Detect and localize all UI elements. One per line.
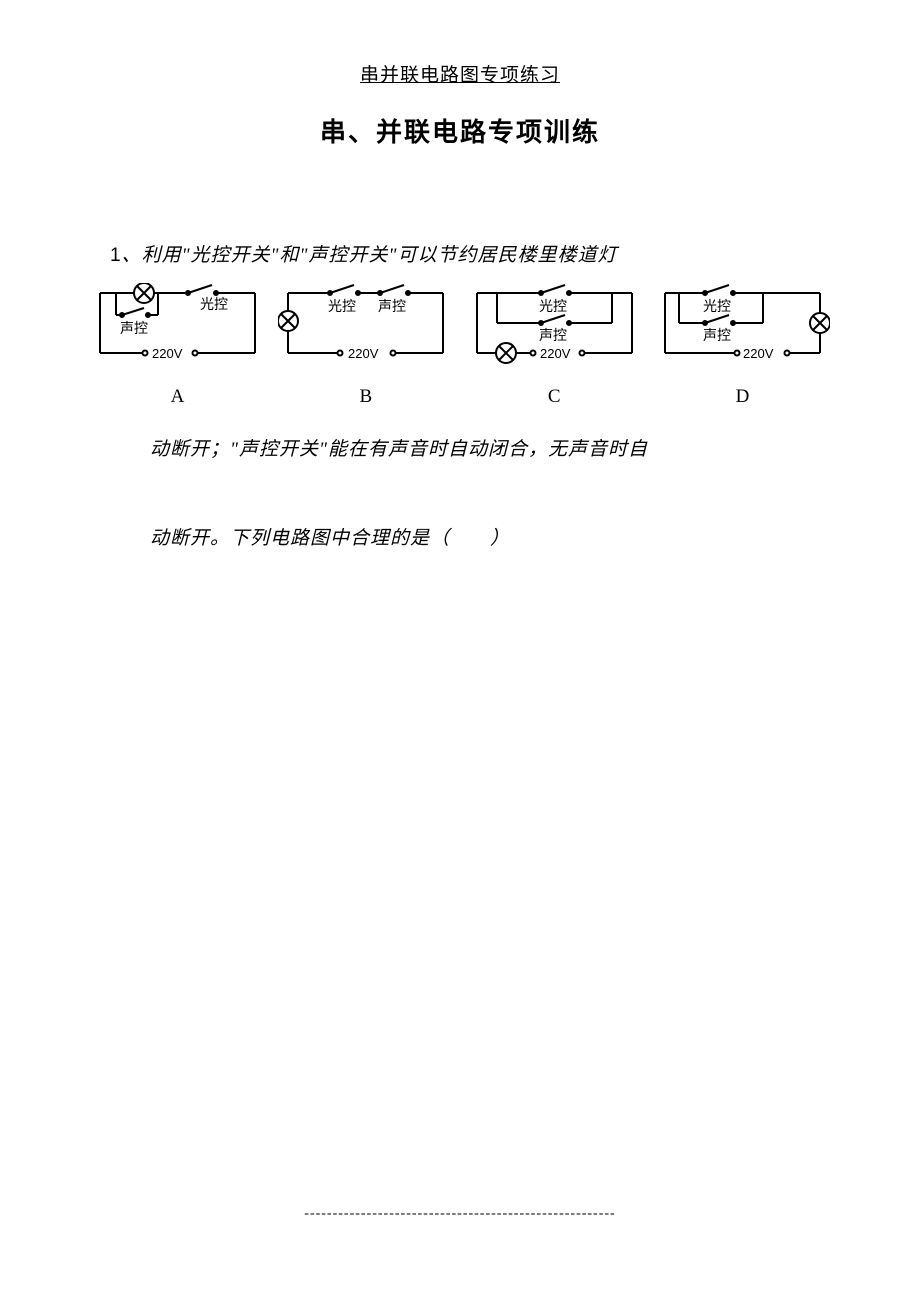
label-volt-b: 220V bbox=[348, 346, 379, 361]
diagram-d: 光控 声控 220V D bbox=[655, 283, 830, 408]
circuit-c-svg: 光控 声控 220V bbox=[467, 283, 642, 373]
circuit-diagrams-row: 光控 声控 220V A bbox=[90, 283, 830, 408]
diagram-a: 光控 声控 220V A bbox=[90, 283, 265, 408]
circuit-d-svg: 光控 声控 220V bbox=[655, 283, 830, 373]
circuit-a-svg: 光控 声控 220V bbox=[90, 283, 265, 373]
page-title: 串、并联电路专项训练 bbox=[110, 112, 810, 149]
running-title: 串并联电路图专项练习 bbox=[110, 60, 810, 87]
diagram-c-label: C bbox=[467, 386, 642, 408]
label-sound-a: 声控 bbox=[120, 321, 148, 337]
diagram-b: 光控 声控 220V B bbox=[278, 283, 453, 408]
label-light-b: 光控 bbox=[328, 299, 356, 315]
label-volt-c: 220V bbox=[540, 346, 571, 361]
diagram-d-label: D bbox=[655, 386, 830, 408]
question-number: 1 bbox=[110, 245, 122, 266]
footer-separator: ----------------------------------------… bbox=[0, 1206, 920, 1222]
label-volt-a: 220V bbox=[152, 346, 183, 361]
label-sound-b: 声控 bbox=[378, 299, 406, 315]
question-1-line-c: 动断开。下列电路图中合理的是（ ） bbox=[150, 522, 810, 556]
circuit-b-svg: 光控 声控 220V bbox=[278, 283, 453, 373]
label-light-c: 光控 bbox=[539, 299, 567, 315]
label-light-a: 光控 bbox=[200, 297, 228, 313]
question-text-a: 、利用"光控开关"和"声控开关"可以节约居民楼里楼道灯 bbox=[122, 245, 618, 266]
question-1-line-b: 动断开；"声控开关"能在有声音时自动闭合，无声音时自 bbox=[150, 433, 810, 467]
label-light-d: 光控 bbox=[703, 299, 731, 315]
question-1-line-a: 1、利用"光控开关"和"声控开关"可以节约居民楼里楼道灯 bbox=[110, 239, 810, 273]
label-sound-c: 声控 bbox=[539, 328, 567, 344]
diagram-b-label: B bbox=[278, 386, 453, 408]
label-sound-d: 声控 bbox=[703, 328, 731, 344]
label-volt-d: 220V bbox=[743, 346, 774, 361]
diagram-a-label: A bbox=[90, 386, 265, 408]
diagram-c: 光控 声控 220V C bbox=[467, 283, 642, 408]
